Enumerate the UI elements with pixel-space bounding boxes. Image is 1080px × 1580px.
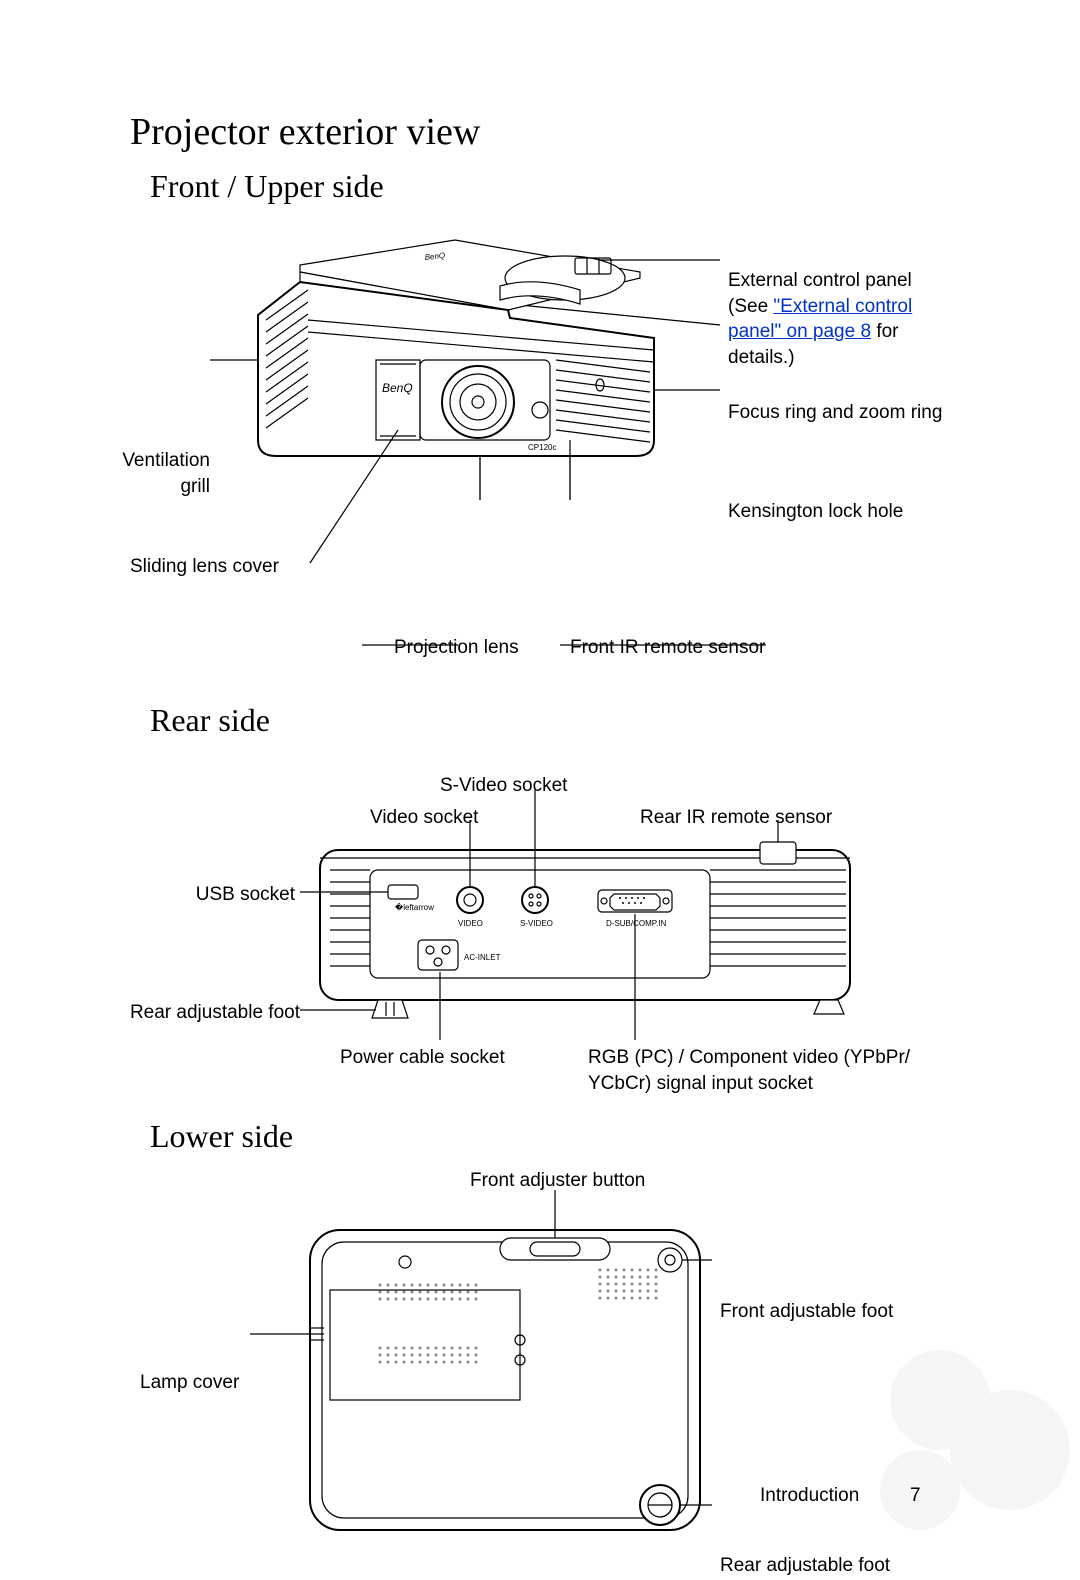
label-rear-adj-foot: Rear adjustable foot xyxy=(120,1000,300,1026)
section-heading-front: Front / Upper side xyxy=(150,168,384,205)
rear-view-diagram: �leftarrow VIDEO S-VIDEO D-SUB/COMP.IN A… xyxy=(0,750,1080,1080)
footer-section: Introduction xyxy=(760,1485,859,1507)
svg-text:D-SUB/COMP.IN: D-SUB/COMP.IN xyxy=(606,919,667,928)
section-heading-lower: Lower side xyxy=(150,1118,293,1155)
svg-text:S-VIDEO: S-VIDEO xyxy=(520,919,553,928)
label-video-socket: Video socket xyxy=(370,805,478,831)
manual-page: Projector exterior view Front / Upper si… xyxy=(0,0,1080,1529)
label-power-socket: Power cable socket xyxy=(340,1045,505,1071)
label-lamp-cover: Lamp cover xyxy=(140,1370,239,1396)
svg-text:�leftarrow: �leftarrow xyxy=(395,902,434,912)
label-front-adj-foot: Front adjustable foot xyxy=(720,1299,893,1325)
section-heading-rear: Rear side xyxy=(150,702,270,739)
svg-text:VIDEO: VIDEO xyxy=(458,919,483,928)
label-svideo-socket: S-Video socket xyxy=(440,773,567,799)
page-title: Projector exterior view xyxy=(130,110,480,154)
label-rear-ir-sensor: Rear IR remote sensor xyxy=(640,805,832,831)
svg-text:AC-INLET: AC-INLET xyxy=(464,953,501,962)
label-rgb-socket: RGB (PC) / Component video (YPbPr/ YCbCr… xyxy=(588,1045,928,1096)
label-usb-socket: USB socket xyxy=(190,882,295,908)
watermark-bokeh xyxy=(880,1340,1080,1540)
label-external-control-panel: External control panel (See "External co… xyxy=(728,268,958,371)
label-rear-adj-foot-lower: Rear adjustable foot xyxy=(720,1553,890,1579)
label-front-adj-button: Front adjuster button xyxy=(470,1168,645,1194)
label-ecp-line1: External control panel xyxy=(728,270,912,291)
label-ecp-see: (See xyxy=(728,296,773,317)
footer-page-number: 7 xyxy=(910,1485,921,1507)
